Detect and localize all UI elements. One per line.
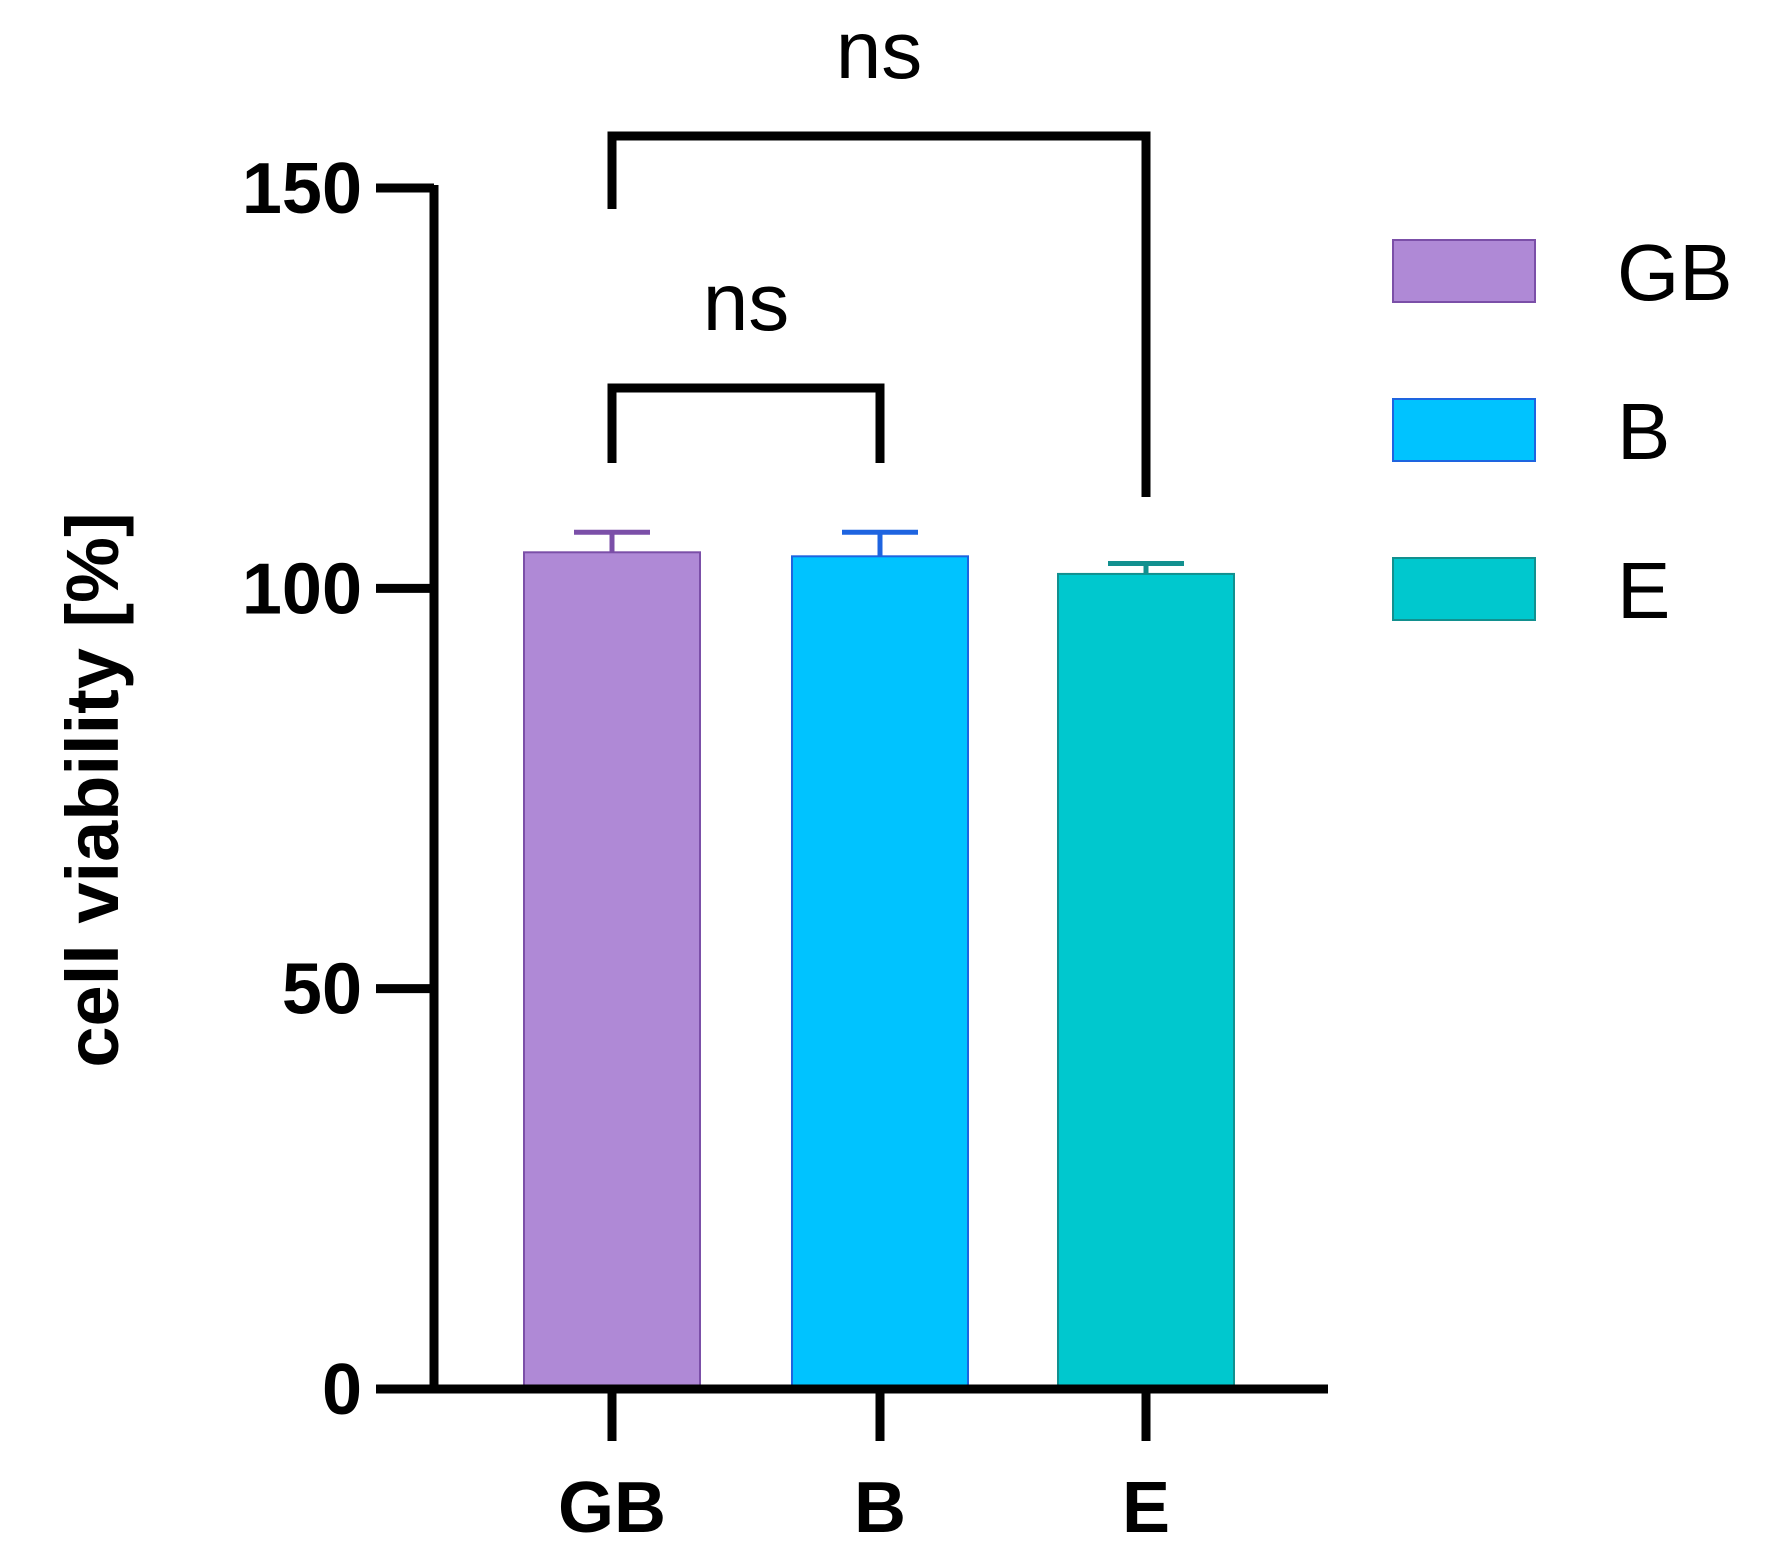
y-axis-label: cell viability [%] [51,512,134,1067]
bar-gb [523,551,701,1390]
x-tick-label: GB [558,1468,666,1548]
bar-b [791,555,969,1390]
bar-e [1057,572,1235,1390]
legend-label: GB [1617,228,1733,317]
legend-label: B [1617,387,1670,476]
error-bar-b [842,529,918,557]
significance-label: ns [703,257,790,348]
legend-swatch [1392,398,1536,462]
legend-item: GB [1392,228,1733,317]
legend-swatch [1392,239,1536,303]
error-bar-e [1108,561,1184,574]
significance-label: ns [836,5,923,96]
y-tick-label: 100 [242,549,362,629]
x-tick-label: B [854,1468,906,1548]
y-tick-label: 0 [322,1350,362,1430]
legend: GB BE [1392,228,1733,635]
x-tick-label: E [1122,1468,1170,1548]
error-bars-layer [574,529,1184,574]
significance-bracket: ns [607,5,1151,497]
legend-swatch [1392,557,1536,621]
significance-bracket: ns [607,257,885,463]
significance-brackets-layer: ns ns [607,5,1151,497]
legend-item: B [1392,387,1670,476]
legend-item: E [1392,546,1670,635]
bars-layer [523,551,1235,1390]
y-tick-label: 50 [282,950,362,1030]
y-tick-label: 150 [242,149,362,229]
error-bar-gb [574,529,650,553]
legend-label: E [1617,546,1670,635]
